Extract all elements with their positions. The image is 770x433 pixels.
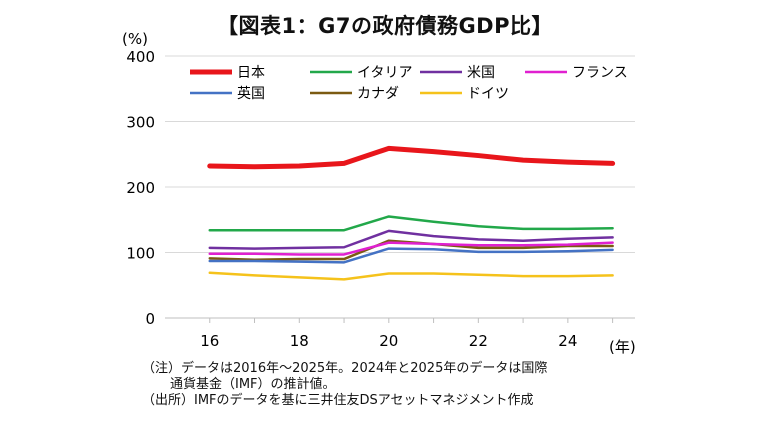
source-line: （出所）IMFのデータを基に三井住友DSアセットマネジメント作成 [142,393,534,408]
series-line-フランス [208,241,614,256]
series-line-日本 [207,145,616,170]
y-tick-label: 300 [126,114,155,132]
axes: 0 100 200 300 400 16 18 20 22 24 [126,48,635,350]
note-line-2: 通貨基金（IMF）の推計値。 [170,377,336,392]
series-line-英国 [208,247,614,264]
y-tick-label: 200 [126,179,155,197]
y-tick-label: 400 [126,48,155,66]
legend-label: フランス [572,65,628,81]
chart-title: 【図表1：G7の政府債務GDP比】 [216,14,554,38]
x-tick-label: 16 [200,332,219,350]
y-tick-label: 0 [145,310,155,328]
legend-label: カナダ [357,86,399,102]
legend-label: 英国 [237,85,265,102]
legend-label: イタリア [357,65,412,81]
x-tick-label: 20 [379,332,398,350]
footnotes: （注）データは2016年～2025年。2024年と2025年のデータは国際 通貨… [142,361,547,409]
x-tick-label: 22 [469,332,488,350]
note-line-1: （注）データは2016年～2025年。2024年と2025年のデータは国際 [142,361,548,376]
series-line-ドイツ [208,271,614,281]
gridlines [165,55,635,253]
x-tick-label: 24 [558,332,577,350]
y-axis-unit: (%) [122,30,148,48]
y-tick-label: 100 [126,245,155,263]
x-axis-unit: (年) [609,338,636,356]
legend-label: 日本 [237,65,265,81]
series-line-米国 [208,229,614,250]
x-tick-label: 18 [290,332,309,350]
legend-label: 米国 [467,65,495,81]
series-line-イタリア [208,215,614,232]
legend-label: ドイツ [467,86,509,102]
series-lines [207,145,616,281]
